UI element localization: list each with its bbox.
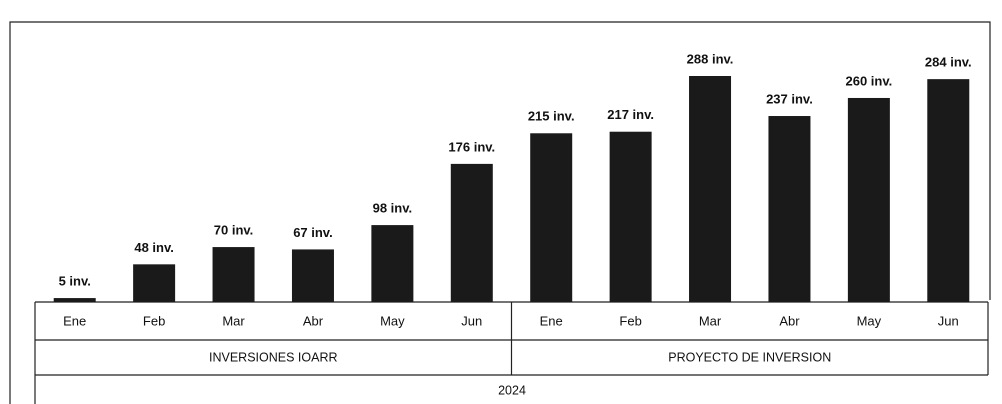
bar [768, 116, 811, 302]
x-tick-label: Feb [143, 313, 165, 328]
bar [450, 163, 493, 302]
group-label: PROYECTO DE INVERSION [668, 350, 831, 364]
bar [847, 97, 890, 302]
bar [133, 264, 176, 302]
x-tick-label: Feb [619, 313, 641, 328]
data-label: 215 inv. [528, 109, 575, 124]
bar [291, 249, 334, 302]
year-label: 2024 [498, 383, 526, 397]
data-label: 217 inv. [607, 107, 654, 122]
x-tick-label: Mar [699, 313, 722, 328]
data-label: 98 inv. [373, 201, 413, 216]
x-tick-label: Ene [63, 313, 86, 328]
bar [689, 76, 732, 302]
x-tick-label: Ene [540, 313, 563, 328]
bar [53, 298, 96, 302]
x-tick-label: May [380, 313, 405, 328]
x-tick-label: Abr [779, 313, 800, 328]
group-label: INVERSIONES IOARR [209, 350, 338, 364]
bar [371, 225, 414, 302]
bar [212, 247, 255, 302]
x-tick-label: May [857, 313, 882, 328]
data-label: 260 inv. [846, 73, 893, 88]
data-label: 284 inv. [925, 55, 972, 70]
bar [530, 133, 573, 302]
data-label: 48 inv. [134, 240, 174, 255]
x-tick-label: Abr [303, 313, 324, 328]
data-label: 70 inv. [214, 223, 254, 238]
data-label: 5 inv. [59, 274, 91, 289]
chart-frame [9, 21, 991, 404]
x-tick-label: Mar [222, 313, 245, 328]
bar [927, 79, 970, 302]
data-label: 288 inv. [687, 51, 734, 66]
data-label: 237 inv. [766, 91, 813, 106]
x-tick-label: Jun [461, 313, 482, 328]
data-label: 67 inv. [293, 225, 333, 240]
x-tick-label: Jun [938, 313, 959, 328]
bar [609, 131, 652, 302]
data-label: 176 inv. [448, 139, 495, 154]
